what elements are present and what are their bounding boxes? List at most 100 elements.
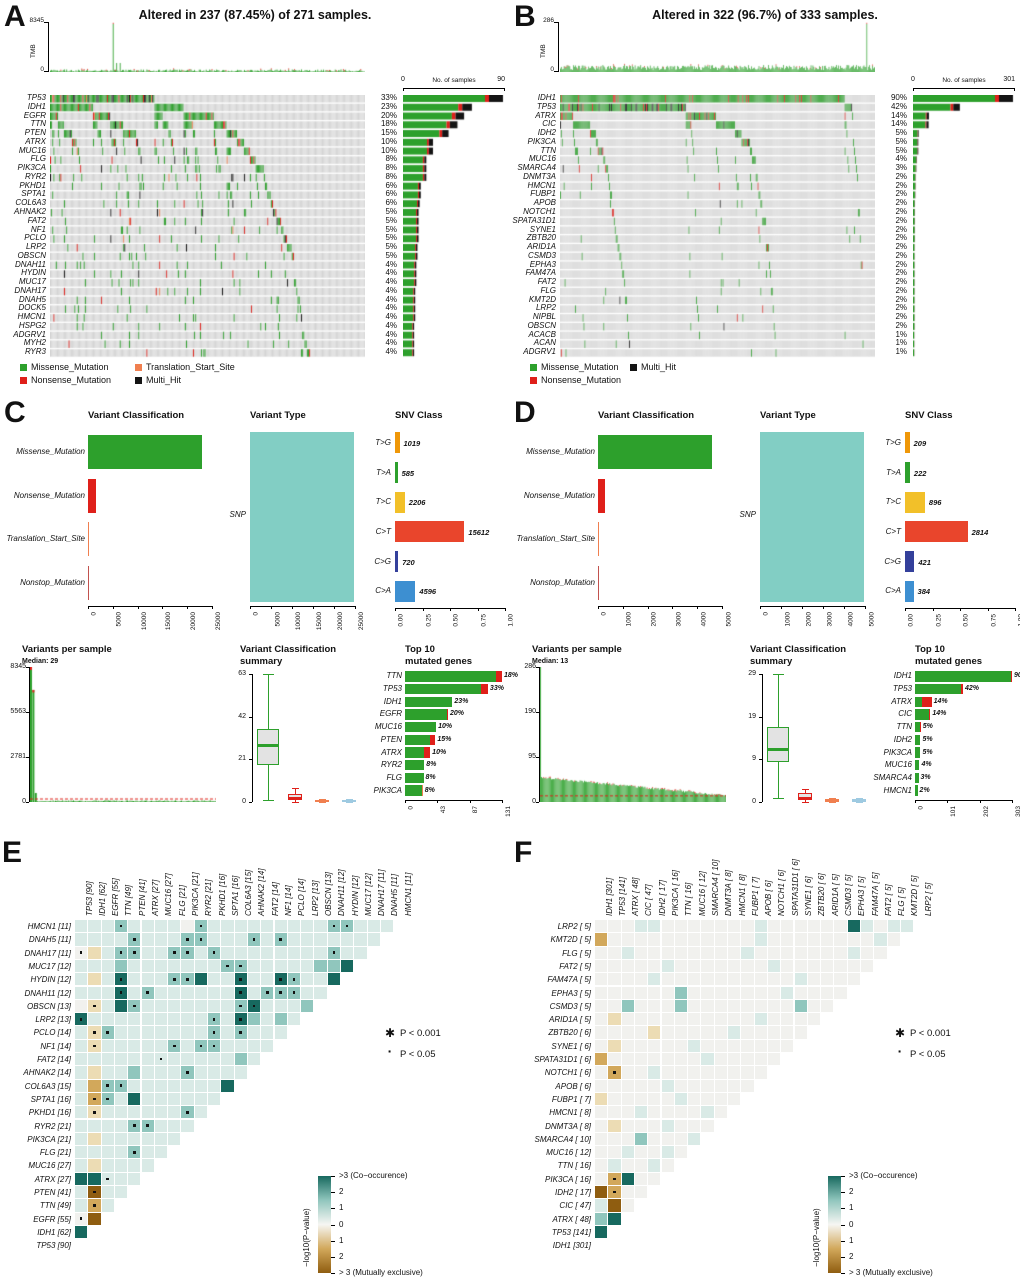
heatmap-cell (261, 933, 274, 946)
tmb-barplot-canvas (50, 22, 365, 72)
heatmap-cell (221, 1013, 234, 1026)
heatmap-cell (688, 1013, 701, 1026)
top10-pct-label: 18% (504, 672, 519, 680)
vcsum-ytick: 29 (748, 670, 756, 677)
axis-tick-label-text: 0.00 (398, 614, 405, 627)
heatmap-cell (101, 1199, 114, 1212)
vps-title: Variants per sample (532, 644, 622, 655)
top10-pct-label: 33% (489, 685, 504, 693)
heatmap-cell (341, 946, 354, 959)
heatmap-cell (688, 959, 701, 973)
heatmap-cell (595, 920, 608, 933)
colorbar-tick (841, 1208, 845, 1210)
heatmap-dot-mark (93, 1004, 96, 1008)
vcsum-ytick: 0 (242, 798, 246, 805)
pvalue-legend-label: P < 0.001 (400, 1028, 441, 1039)
heatmap-row-label: ZBTB20 [ 6] (548, 1028, 591, 1038)
axis-tick-label-text: 10000 (295, 612, 302, 631)
vertical-label-text: NOTCH1 [ 6] (777, 869, 787, 916)
heatmap-cell (621, 1119, 634, 1132)
heatmap-cell (234, 1066, 247, 1079)
heatmap-cell (834, 920, 847, 933)
axis-line (855, 802, 863, 803)
snv-cat-label: C>T (885, 526, 901, 536)
axis-line (318, 802, 326, 803)
oncoplot-pct-label: 1% (895, 347, 907, 357)
heatmap-cell (75, 1159, 88, 1172)
heatmap-cell (714, 1079, 727, 1092)
heatmap-dot-mark (613, 1177, 616, 1181)
snv-cat-label: C>A (375, 586, 391, 596)
panel-d-letter: D (514, 396, 536, 429)
axis-line (262, 674, 274, 675)
axis-line (759, 674, 762, 675)
axis-tick-label-text: 303 (1015, 806, 1020, 817)
axis-line (44, 71, 48, 72)
top10-bar-segment (422, 785, 423, 796)
heatmap-cell (114, 959, 128, 973)
axis-line (828, 798, 836, 800)
heatmap-cell (634, 1092, 648, 1106)
heatmap-cell (608, 1159, 621, 1172)
heatmap-cell (728, 1092, 741, 1106)
top10-pct-label: 42% (965, 685, 980, 693)
heatmap-cell (701, 1106, 714, 1119)
snv-cat-label: T>G (885, 437, 901, 447)
heatmap-cell (301, 999, 314, 1013)
top10-gene-label: ATRX (381, 747, 402, 757)
vc-bar (88, 566, 89, 601)
heatmap-cell (247, 920, 261, 933)
heatmap-cell (247, 986, 261, 999)
heatmap-cell (341, 933, 354, 946)
heatmap-cell (634, 1066, 648, 1079)
heatmap-cell (595, 1212, 608, 1225)
heatmap-row-label: CSMD3 [ 5] (549, 1001, 591, 1011)
heatmap-cell (234, 920, 247, 933)
top10-gene-label: ATRX (891, 696, 912, 706)
oncoplot-gene-label: NOTCH1 (523, 206, 556, 216)
vertical-label-text: IDH2 [ 17] (657, 879, 667, 916)
top10-gene-label: IDH1 (893, 671, 912, 681)
heatmap-cell (101, 933, 114, 946)
heatmap-cell (141, 1146, 154, 1159)
heatmap-cell (101, 959, 114, 973)
heatmap-row-label: IDH2 [ 17] (554, 1188, 591, 1197)
axis-tick-label-text: 3000 (675, 612, 683, 627)
heatmap-cell (141, 920, 154, 933)
oncoplot-b-title: Altered in 322 (96.7%) of 333 samples. (652, 8, 878, 22)
axis-line (772, 797, 784, 799)
heatmap-cell (181, 920, 194, 933)
axis-line (162, 606, 164, 609)
top10-pct-label: 14% (932, 710, 947, 718)
oncoplot-pct-label: 18% (380, 119, 397, 129)
vertical-label-text: PCLO [14] (297, 878, 307, 916)
heatmap-dot-mark (212, 1017, 216, 1021)
heatmap-cell (688, 973, 701, 986)
heatmap-cell (661, 1066, 674, 1079)
heatmap-cell (701, 1079, 714, 1092)
heatmap-cell (741, 1079, 754, 1092)
heatmap-cell (728, 946, 741, 959)
oncoplot-gene-label: DNAH17 (14, 285, 46, 295)
heatmap-cell (101, 1159, 114, 1172)
heatmap-cell (634, 1079, 648, 1092)
heatmap-cell (674, 1119, 688, 1132)
snv-bar (905, 462, 910, 483)
heatmap-cell (128, 1079, 141, 1092)
axis-line (137, 606, 139, 609)
heatmap-cell (714, 973, 727, 986)
heatmap-cell (88, 1212, 101, 1225)
heatmap-cell (728, 1026, 741, 1039)
oncoplot-pct-label: 10% (380, 136, 397, 146)
heatmap-cell (754, 920, 767, 933)
heatmap-cell (781, 933, 794, 946)
axis-line (26, 712, 29, 713)
heatmap-row-label: TP53 [141] (551, 1227, 591, 1237)
heatmap-cell (728, 1039, 741, 1052)
heatmap-row-label: PCLO [14] (33, 1028, 71, 1038)
heatmap-dot-mark (119, 991, 123, 994)
heatmap-cell (741, 946, 754, 959)
axis-line (844, 606, 845, 609)
heatmap-cell (141, 1132, 154, 1146)
heatmap-cell (101, 973, 114, 986)
